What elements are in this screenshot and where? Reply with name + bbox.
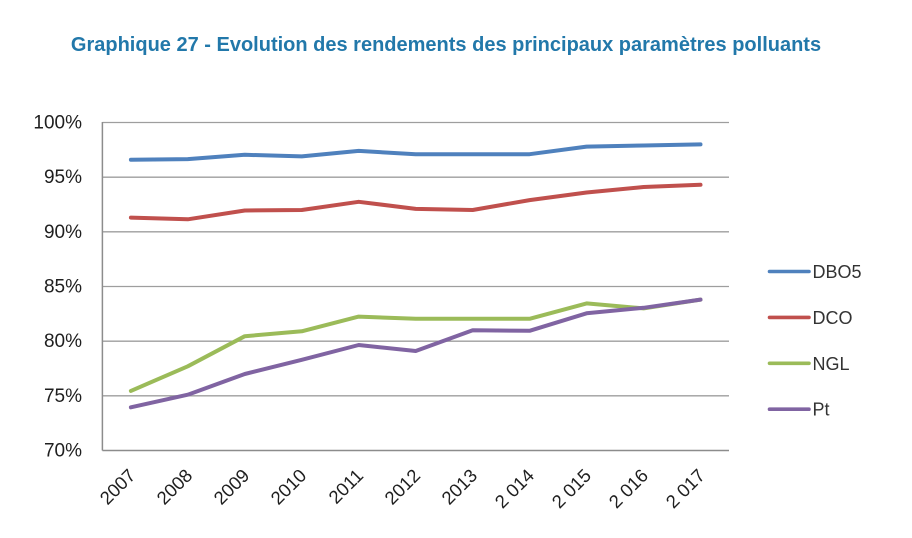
svg-text:85%: 85%: [44, 277, 82, 298]
svg-text:70%: 70%: [44, 441, 82, 462]
svg-text:NGL: NGL: [813, 354, 850, 374]
svg-text:95%: 95%: [44, 167, 82, 188]
svg-text:DCO: DCO: [813, 308, 853, 328]
svg-text:100%: 100%: [33, 113, 82, 134]
svg-text:90%: 90%: [44, 222, 82, 243]
svg-text:DBO5: DBO5: [813, 262, 862, 282]
svg-text:80%: 80%: [44, 331, 82, 352]
svg-text:Graphique 27 - Evolution des r: Graphique 27 - Evolution des rendements …: [71, 34, 821, 56]
svg-text:75%: 75%: [44, 386, 82, 407]
svg-text:Pt: Pt: [813, 400, 830, 420]
